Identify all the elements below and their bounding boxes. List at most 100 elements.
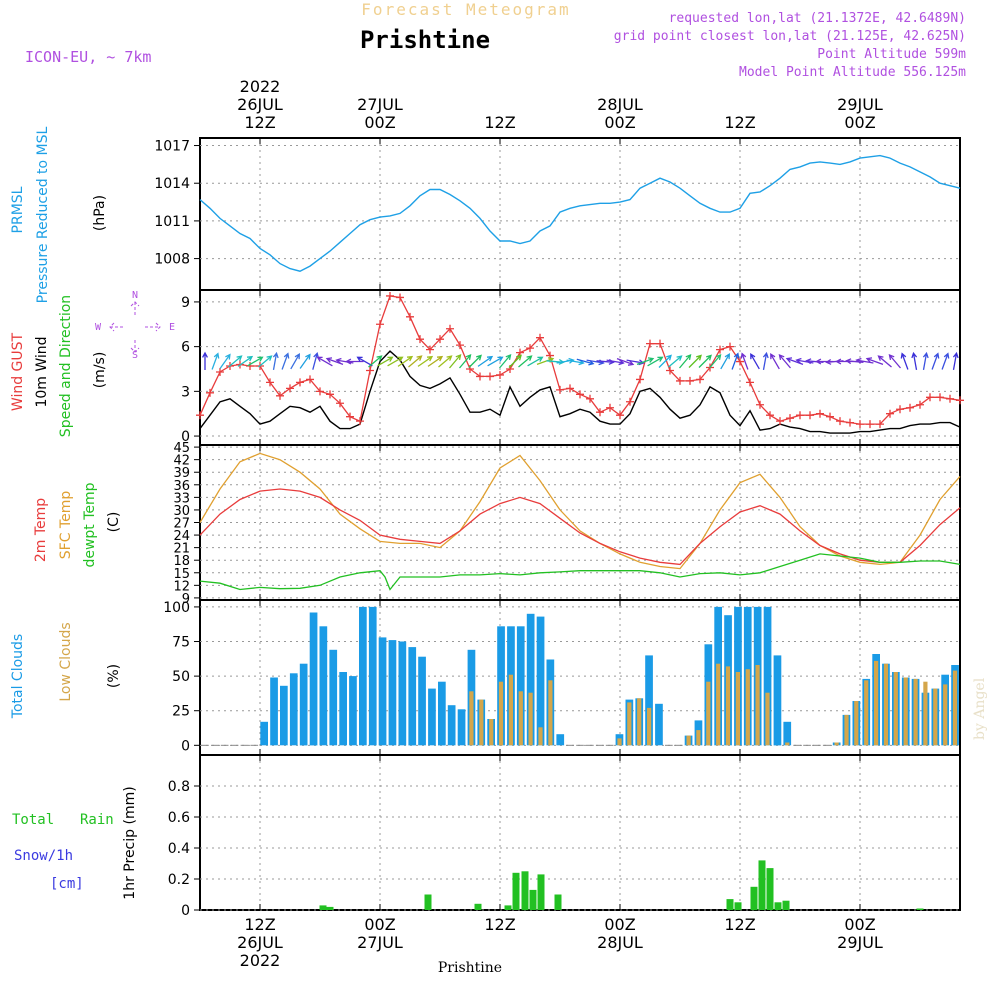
gust-marker: [746, 378, 754, 387]
top-date-label: 29JUL: [837, 95, 883, 114]
rain-label: Rain: [80, 812, 114, 828]
wind-panel: 0 3 6 9: [181, 289, 964, 446]
gust-marker: [846, 418, 854, 427]
gust-marker: [346, 412, 354, 421]
cloud-panel: 0 25 50 75 100: [163, 599, 961, 756]
bottom-date-label: 26JUL: [237, 933, 283, 952]
gust-marker: [796, 411, 804, 420]
panel-frame: [199, 137, 961, 291]
gust-marker: [896, 405, 904, 414]
gust-marker: [956, 396, 964, 405]
total-cloud-bar: [368, 606, 377, 746]
y-tick-label: 50: [172, 669, 190, 685]
wind-direction-arrow: [356, 356, 373, 367]
total-cloud-bar: [773, 655, 782, 746]
total-cloud-bar: [319, 626, 328, 746]
wind-direction-arrow: [459, 353, 472, 369]
precip-bar: [774, 902, 782, 911]
wind-dir-label: Speed and Direction: [58, 295, 74, 437]
low-cloud-bar: [834, 742, 839, 746]
precip-bar: [916, 908, 924, 910]
low-cloud-bar: [479, 699, 484, 746]
prmsl-label: PRMSL: [10, 186, 26, 233]
low-cloud-bar: [844, 714, 849, 746]
gust-marker: [666, 366, 674, 375]
wind-direction-arrow: [731, 352, 740, 370]
gust-marker: [356, 417, 364, 426]
gust-marker: [536, 333, 544, 342]
page-title: Prishtine: [360, 26, 490, 54]
bottom-date-label: 28JUL: [597, 933, 643, 952]
y-tick-label: 100: [163, 600, 190, 616]
gust-marker: [326, 390, 334, 399]
wind-direction-arrow: [247, 356, 264, 367]
y-tick-label: 42: [173, 454, 190, 469]
bottom-hour-label: 00Z: [844, 915, 875, 934]
gust-marker: [826, 412, 834, 421]
wind10m-label: 10m Wind: [34, 336, 50, 407]
gust-marker: [486, 372, 494, 381]
wind-direction-arrow: [720, 353, 730, 370]
top-hour-label: 00Z: [844, 113, 875, 132]
low-cloud-bar: [785, 742, 790, 746]
compass-arrows: [109, 301, 161, 353]
y-tick-label: 33: [173, 491, 190, 506]
gust-marker: [376, 320, 384, 329]
gust-marker: [366, 366, 374, 375]
low-cloud-bar: [518, 691, 523, 746]
gust-marker: [916, 400, 924, 409]
wind-direction-arrow: [427, 355, 444, 367]
gust-marker: [606, 403, 614, 412]
y-tick-label: 0.4: [168, 841, 190, 857]
wind-direction-arrow: [941, 352, 950, 370]
wind-direction-arrow: [377, 356, 394, 367]
gust-marker: [816, 409, 824, 418]
low-cloud-bar: [913, 678, 918, 746]
total-cloud-bar: [349, 676, 357, 746]
gust-marker: [336, 399, 344, 408]
compass-s: S: [132, 350, 138, 361]
gust-marker: [246, 362, 254, 371]
total-cloud-bar: [516, 626, 525, 746]
wind-direction-arrow: [679, 353, 692, 369]
wind-direction-arrow: [299, 353, 311, 369]
gust-marker: [776, 417, 784, 426]
y-tick-label: 75: [172, 635, 190, 651]
gust-marker: [586, 394, 594, 403]
wind-direction-arrow: [688, 354, 702, 368]
low-cloud-bar: [745, 669, 750, 746]
gust-marker: [926, 393, 934, 402]
cm-label: [cm]: [50, 876, 84, 892]
low-cloud-bar: [903, 677, 908, 746]
gust-marker: [756, 400, 764, 409]
wind-direction-arrow: [770, 353, 780, 370]
low-cloud-bar: [508, 674, 513, 746]
model-altitude: Model Point Altitude 556.125m: [739, 65, 966, 80]
t2m-line: [199, 488, 961, 566]
total-cloud-bar: [299, 663, 308, 746]
gust-marker: [496, 370, 504, 379]
wind-direction-arrow: [477, 355, 494, 367]
gust-marker: [806, 411, 814, 420]
wind-direction-arrow: [785, 357, 804, 366]
pressure-panel: 1008 1011 1014 1017: [154, 137, 961, 291]
temp-unit: (C): [106, 512, 122, 533]
y-tick-label: 27: [173, 517, 190, 532]
wind-direction-arrow: [658, 354, 672, 368]
precip-bar: [521, 871, 529, 911]
total-cloud-bar: [398, 641, 407, 746]
precip-bar: [326, 906, 334, 910]
requested-coords: requested lon,lat (21.1372E, 42.6489N): [669, 11, 966, 26]
gust-marker: [216, 367, 224, 376]
gust-marker: [656, 339, 664, 348]
gust-marker: [866, 420, 874, 429]
wind-direction-arrow: [762, 351, 769, 371]
low-cloud-bar: [706, 681, 711, 746]
wind-direction-arrow: [228, 355, 243, 368]
y-tick-label: 1014: [154, 176, 190, 192]
precip-bar: [474, 903, 482, 910]
top-hour-label: 00Z: [604, 113, 635, 132]
gust-marker: [416, 335, 424, 344]
total-cloud-bar: [418, 656, 426, 746]
